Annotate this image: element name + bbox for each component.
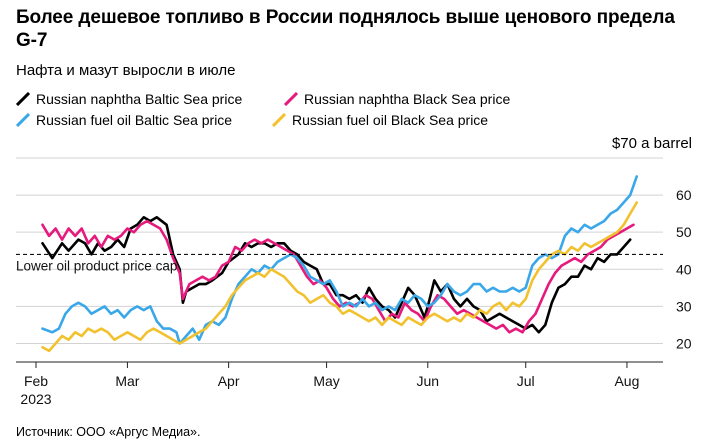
legend-swatch: [16, 92, 30, 106]
x-tick-label: May: [313, 373, 339, 389]
series-line: [41, 219, 635, 334]
y-tick-label: 50: [676, 224, 692, 240]
legend-label: Russian naphtha Black Sea price: [304, 91, 511, 107]
y-tick-label: 30: [676, 298, 692, 314]
y-tick-label: 40: [676, 261, 692, 277]
series-line: [41, 201, 638, 353]
series-line: [41, 175, 638, 345]
legend-label: Russian fuel oil Baltic Sea price: [36, 112, 233, 128]
legend-label: Russian naphtha Baltic Sea price: [36, 91, 243, 107]
legend-swatch: [272, 113, 286, 127]
x-year-label: 2023: [20, 391, 51, 407]
price-cap-label: Lower oil product price cap: [16, 258, 177, 273]
chart-subtitle: Нафта и мазут выросли в июле: [16, 62, 236, 79]
x-tick-label: Apr: [218, 373, 240, 389]
legend-swatch: [284, 92, 298, 106]
source-note: Источник: ООО «Аргус Медиа».: [16, 425, 201, 439]
y-axis-unit-label: $70 a barrel: [611, 135, 692, 152]
x-tick-label: Aug: [614, 373, 639, 389]
y-tick-label: 20: [676, 335, 692, 351]
x-tick-label: Feb: [24, 373, 48, 389]
y-tick-label: 60: [676, 187, 692, 203]
series-line: [41, 216, 632, 334]
chart-title: Более дешевое топливо в России поднялось…: [16, 7, 675, 51]
x-tick-label: Mar: [115, 373, 139, 389]
legend-label: Russian fuel oil Black Sea price: [292, 112, 489, 128]
legend-swatch: [16, 113, 30, 127]
x-tick-label: Jun: [416, 373, 439, 389]
x-tick-label: Jul: [517, 373, 535, 389]
